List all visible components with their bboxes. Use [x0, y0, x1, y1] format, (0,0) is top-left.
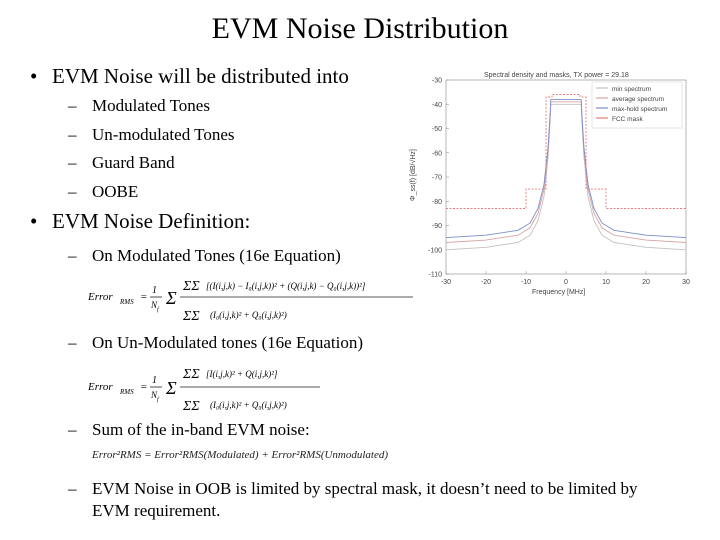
svg-text:Error: Error	[88, 381, 113, 393]
svg-text:=: =	[140, 381, 147, 393]
x-tick-label: 10	[602, 279, 610, 286]
eq1-numerator: [(I(i,j,k) − I₀(i,j,k))² + (Q(i,j,k) − Q…	[206, 281, 366, 291]
slide-title: EVM Noise Distribution	[211, 12, 509, 45]
sub-item-modulated: – Modulated Tones	[68, 96, 210, 115]
svg-text:Σ: Σ	[165, 288, 177, 308]
svg-text:RMS: RMS	[119, 388, 134, 396]
x-tick-label: 0	[564, 279, 568, 286]
y-tick-label: -40	[432, 102, 442, 109]
x-tick-label: 20	[642, 279, 650, 286]
eq-item-sum: – Sum of the in-band EVM noise:	[68, 420, 310, 439]
eq-item-oob: – EVM Noise in OOB is limited by spectral…	[68, 479, 638, 520]
x-tick-label: -20	[481, 279, 491, 286]
svg-text:1: 1	[152, 375, 157, 386]
series-line-1	[445, 101, 687, 243]
bullet-glyph: •	[30, 64, 38, 88]
legend-label: FCC mask	[612, 116, 643, 123]
bullet-distribution: • EVM Noise will be distributed into	[30, 64, 349, 89]
bullet-distribution-text: EVM Noise will be distributed into	[52, 64, 349, 88]
svg-text:ΣΣ: ΣΣ	[182, 399, 200, 414]
legend-label: min spectrum	[612, 86, 651, 93]
bullet-definition-text: EVM Noise Definition:	[52, 209, 251, 233]
svg-text:1: 1	[152, 285, 157, 296]
eq1-denominator: (I₀(i,j,k)² + Q₀(i,j,k)²)	[210, 310, 287, 320]
x-tick-label: -10	[521, 279, 531, 286]
svg-text:Σ: Σ	[165, 378, 177, 398]
y-tick-label: -70	[432, 175, 442, 182]
y-tick-label: -100	[428, 247, 442, 254]
y-tick-label: -60	[432, 150, 442, 157]
y-tick-label: -90	[432, 223, 442, 230]
x-tick-label: -30	[441, 279, 451, 286]
sub-item-oobe: – OOBE	[68, 182, 139, 201]
legend-box	[591, 81, 683, 129]
svg-text:N: N	[150, 300, 158, 310]
eq-item-unmodulated: – On Un-Modulated tones (16e Equation)	[68, 333, 363, 352]
eq-item-modulated: – On Modulated Tones (16e Equation)	[68, 246, 341, 265]
y-tick-label: -30	[432, 78, 442, 85]
chart-xlabel: Frequency [MHz]	[532, 289, 585, 296]
svg-text:f: f	[157, 396, 160, 403]
chart-title: Spectral density and masks, TX power = 2…	[484, 72, 629, 79]
y-tick-label: -110	[429, 272, 443, 279]
legend-label: average spectrum	[612, 96, 664, 103]
sub-item-unmodulated: – Un-modulated Tones	[68, 125, 235, 144]
equation-sum: Error²RMS = Error²RMS(Modulated) + Error…	[92, 449, 389, 461]
series-line-0	[445, 103, 687, 251]
spectral-density-chart: Spectral density and masks, TX power = 2…	[408, 66, 712, 298]
chart-svg: Spectral density and masks, TX power = 2…	[409, 72, 690, 296]
bullet-definition: • EVM Noise Definition:	[30, 209, 251, 233]
series-line-3	[446, 94, 686, 209]
svg-text:N: N	[150, 390, 158, 400]
eq1-lhs-sub: RMS	[119, 298, 134, 306]
svg-text:=: =	[140, 291, 147, 303]
eq1-lhs: Error	[88, 291, 113, 303]
legend-label: max-hold spectrum	[612, 106, 667, 113]
x-tick-label: 30	[682, 279, 690, 286]
svg-text:ΣΣ: ΣΣ	[182, 367, 200, 382]
series-line-2	[445, 98, 687, 239]
eq2-numerator: [I(i,j,k)² + Q(i,j,k)²]	[206, 369, 278, 379]
svg-text:f: f	[157, 306, 160, 313]
y-tick-label: -50	[432, 126, 442, 133]
svg-text:ΣΣ: ΣΣ	[182, 279, 200, 294]
y-tick-label: -80	[432, 199, 442, 206]
svg-text:ΣΣ: ΣΣ	[182, 309, 200, 324]
sub-item-guard-band: – Guard Band	[68, 153, 175, 172]
chart-ylabel: Φ_ss(f) [dB/√Hz]	[409, 149, 417, 201]
eq2-denominator: (I₀(i,j,k)² + Q₀(i,j,k)²)	[210, 400, 287, 410]
